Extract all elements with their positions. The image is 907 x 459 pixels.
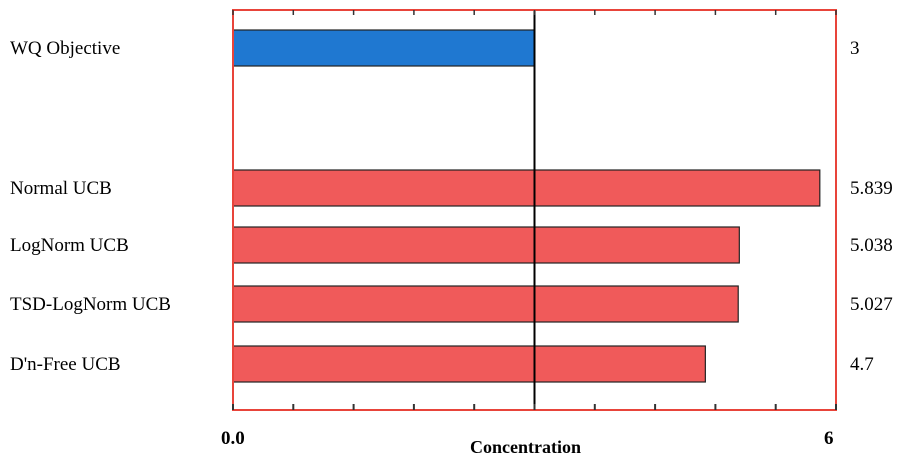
category-label: D'n-Free UCB (10, 354, 121, 375)
bar-lognorm-ucb (232, 226, 740, 264)
value-label: 5.038 (850, 235, 893, 256)
category-labels: WQ Objective Normal UCB LogNorm UCB TSD-Log… (10, 38, 171, 375)
bars-group (232, 29, 821, 383)
category-label: LogNorm UCB (10, 235, 129, 256)
bar-tsd-lognorm-ucb (232, 285, 739, 323)
bar-wq-objective (232, 29, 536, 67)
x-axis-ticks (232, 10, 837, 410)
x-tick-label-max: 6 (824, 428, 834, 449)
bar-d-n-free-ucb (232, 345, 706, 383)
value-label: 4.7 (850, 354, 874, 375)
x-tick-label-min: 0.0 (221, 428, 245, 449)
value-label: 5.839 (850, 178, 893, 199)
value-labels: 3 5.839 5.038 5.027 4.7 (850, 38, 893, 375)
bar-normal-ucb (232, 169, 821, 207)
category-label: Normal UCB (10, 178, 112, 199)
value-label: 5.027 (850, 294, 893, 315)
value-label: 3 (850, 38, 860, 59)
category-label: WQ Objective (10, 38, 120, 59)
x-axis-title: Concentration (470, 437, 581, 457)
category-label: TSD-LogNorm UCB (10, 294, 171, 315)
